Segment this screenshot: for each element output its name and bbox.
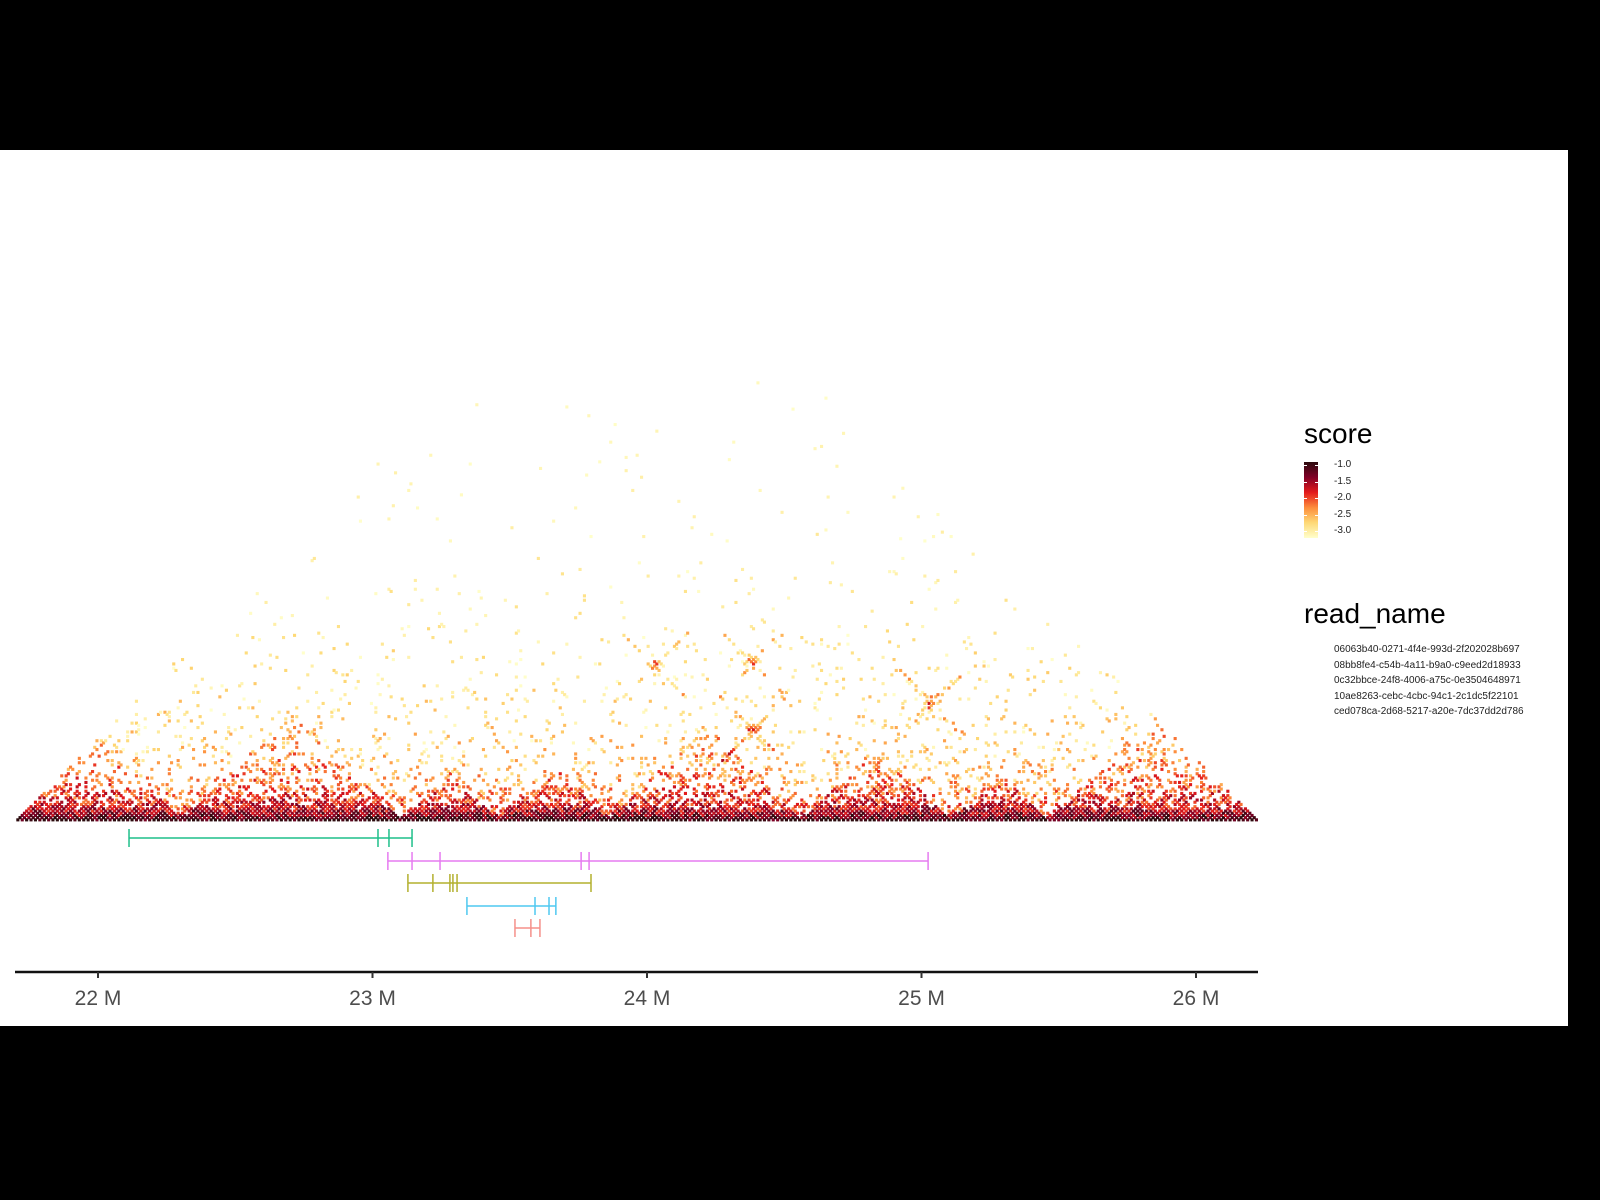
x-axis-tick-label: 25 M [898,987,945,1010]
read-name-legend-entry: 08bb8fe4-c54b-4a11-b9a0-c9eed2d18933 [1334,660,1521,671]
colorbar-tick [1304,514,1307,516]
read-segment [514,919,541,937]
colorbar-tick [1315,498,1318,500]
letterbox-right [1568,150,1600,1026]
score-legend-tick-label: -2.5 [1334,508,1352,520]
read-segment [407,874,592,892]
read-name-legend-entry: 0c32bbce-24f8-4006-a75c-0e3504648971 [1334,675,1521,686]
score-legend-tick-label: -3.0 [1334,525,1352,537]
hic-triangle-heatmap [16,381,1258,822]
score-legend-title: score [1304,418,1373,449]
colorbar-tick [1315,514,1318,516]
x-axis: 22 M 23 M 24 M 25 M 26 M [15,970,1258,1010]
score-legend-tick-label: -2.0 [1334,492,1352,504]
colorbar-tick [1304,498,1307,500]
colorbar-tick [1315,465,1318,467]
read-tracks [128,829,929,937]
read-name-legend-entry: 06063b40-0271-4f4e-993d-2f202028b697 [1334,644,1520,655]
plot-panel: 22 M 23 M 24 M 25 M 26 M score -1.0 -1.5 -2.0 -… [0,150,1568,1026]
x-axis-tick-label: 23 M [349,987,396,1010]
read-name-legend-entry: ced078ca-2d68-5217-a20e-7dc37dd2d786 [1334,706,1524,717]
colorbar-tick [1315,481,1318,483]
x-axis-tick-label: 24 M [624,987,671,1010]
x-axis-tick-label: 22 M [75,987,122,1010]
read-segment [466,897,557,915]
score-legend-tick-label: -1.5 [1334,475,1352,487]
x-axis-tick-label: 26 M [1173,987,1220,1010]
hic-plot: 22 M 23 M 24 M 25 M 26 M [15,381,1258,1010]
letterbox-top [0,0,1600,150]
read-segment [387,852,929,870]
letterbox-bottom [0,1026,1600,1200]
colorbar-tick [1315,531,1318,533]
colorbar-tick [1304,531,1307,533]
read-name-legend-entry: 10ae8263-cebc-4cbc-94c1-2c1dc5f22101 [1334,691,1519,702]
score-colorbar [1304,462,1318,538]
colorbar-tick [1304,481,1307,483]
colorbar-tick [1304,465,1307,467]
read-name-legend-title: read_name [1304,598,1446,629]
read-segment [128,829,413,847]
score-legend-tick-label: -1.0 [1334,459,1352,471]
